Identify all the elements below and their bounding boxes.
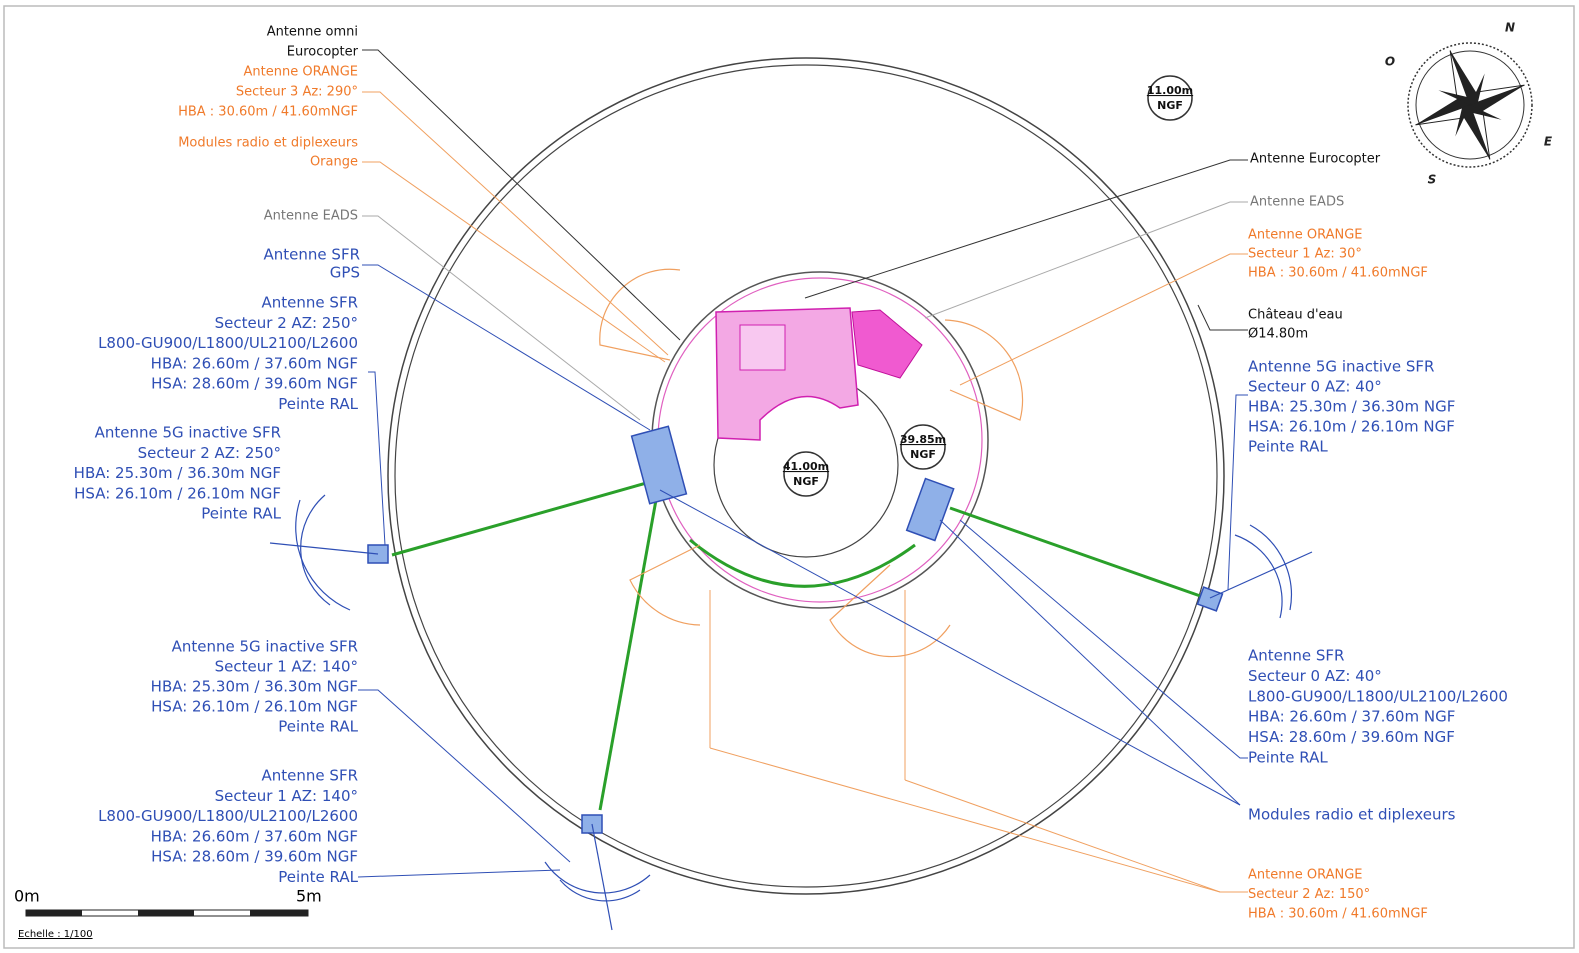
callout-text: HBA: 26.60m / 37.60m NGF bbox=[151, 827, 358, 845]
scale-caption: Echelle : 1/100 bbox=[18, 929, 93, 940]
compass-rose bbox=[1396, 31, 1545, 180]
callout-text: Ø14.80m bbox=[1248, 327, 1308, 342]
callout-text: Secteur 1 AZ: 140° bbox=[215, 787, 358, 805]
callout-text: Peinte RAL bbox=[278, 718, 358, 736]
callout-text: Orange bbox=[310, 155, 358, 170]
callout-text: L800-GU900/L1800/UL2100/L2600 bbox=[98, 807, 358, 825]
callout-text: Antenne EADS bbox=[264, 209, 358, 224]
antenna-sectors bbox=[270, 495, 1312, 930]
callout-text: HSA: 26.10m / 26.10m NGF bbox=[151, 698, 358, 716]
scale-end: 5m bbox=[296, 887, 322, 906]
compass-letter: S bbox=[1428, 173, 1437, 187]
room-box bbox=[740, 325, 785, 370]
callout-text: HBA : 30.60m / 41.60mNGF bbox=[178, 105, 358, 120]
level-unit: NGF bbox=[910, 448, 936, 461]
callout-text: HBA: 26.60m / 37.60m NGF bbox=[1248, 708, 1455, 726]
callout-text: Antenne 5G inactive SFR bbox=[172, 638, 358, 656]
callout-text: Secteur 1 AZ: 140° bbox=[215, 658, 358, 676]
callout-text: HBA: 25.30m / 36.30m NGF bbox=[1248, 398, 1455, 416]
callout-text: GPS bbox=[330, 264, 360, 282]
callout-text: Secteur 2 AZ: 250° bbox=[138, 444, 281, 462]
stairs bbox=[852, 310, 922, 378]
callout-text: HBA : 30.60m / 41.60mNGF bbox=[1248, 907, 1428, 922]
callout-text: HBA: 26.60m / 37.60m NGF bbox=[151, 354, 358, 372]
callout-text: Peinte RAL bbox=[1248, 438, 1328, 456]
callout-text: Eurocopter bbox=[287, 45, 359, 60]
callout-text: Secteur 2 AZ: 250° bbox=[215, 314, 358, 332]
callout-text: L800-GU900/L1800/UL2100/L2600 bbox=[98, 334, 358, 352]
callout-text: Antenne SFR bbox=[262, 767, 358, 785]
compass-letter: N bbox=[1505, 21, 1515, 35]
callout-text: HSA: 26.10m / 26.10m NGF bbox=[1248, 418, 1455, 436]
callout-text: Antenne ORANGE bbox=[1248, 868, 1362, 883]
callout-text: HSA: 28.60m / 39.60m NGF bbox=[1248, 728, 1455, 746]
callout-text: Secteur 1 Az: 30° bbox=[1248, 247, 1362, 262]
callout-text: Château d'eau bbox=[1248, 308, 1343, 323]
callout-text: HBA: 25.30m / 36.30m NGF bbox=[151, 678, 358, 696]
callout-text: HSA: 28.60m / 39.60m NGF bbox=[151, 375, 358, 393]
cables bbox=[392, 482, 1206, 810]
callout-text: Antenne ORANGE bbox=[1248, 228, 1362, 243]
callout-text: HSA: 26.10m / 26.10m NGF bbox=[74, 484, 281, 502]
callout-text: Peinte RAL bbox=[278, 395, 358, 413]
scale-start: 0m bbox=[14, 887, 40, 906]
site-plan: 11.00m NGF 41.00m NGF 39.85m NGF Antenne omni… bbox=[0, 0, 1579, 953]
callout-text: L800-GU900/L1800/UL2100/L2600 bbox=[1248, 687, 1508, 705]
callout-text: Antenne SFR bbox=[264, 246, 360, 264]
callout-text: Secteur 0 AZ: 40° bbox=[1248, 378, 1382, 396]
level-value: 41.00m bbox=[783, 460, 829, 473]
callout-text: HBA : 30.60m / 41.60mNGF bbox=[1248, 266, 1428, 281]
callout-text: Peinte RAL bbox=[1248, 749, 1328, 767]
callout-text: Antenne EADS bbox=[1250, 195, 1344, 210]
level-value: 11.00m bbox=[1147, 84, 1193, 97]
level-value: 39.85m bbox=[900, 433, 946, 446]
scale-bar bbox=[26, 910, 308, 916]
callout-text: Antenne SFR bbox=[262, 294, 358, 312]
level-unit: NGF bbox=[793, 475, 819, 488]
compass-letter: E bbox=[1544, 135, 1553, 149]
level-unit: NGF bbox=[1157, 99, 1183, 112]
callout-text: Antenne SFR bbox=[1248, 647, 1344, 665]
callout-text: Secteur 3 Az: 290° bbox=[236, 85, 358, 100]
callout-text: Modules radio et diplexeurs bbox=[178, 136, 358, 151]
callout-text: Antenne 5G inactive SFR bbox=[1248, 358, 1434, 376]
callout-text: Secteur 2 Az: 150° bbox=[1248, 887, 1370, 902]
callout-text: HBA: 25.30m / 36.30m NGF bbox=[74, 464, 281, 482]
callout-text: Peinte RAL bbox=[278, 868, 358, 886]
callout-text: Secteur 0 AZ: 40° bbox=[1248, 667, 1382, 685]
callout-text: Antenne ORANGE bbox=[244, 65, 358, 80]
callout-text: Antenne Eurocopter bbox=[1250, 152, 1381, 167]
callout-text: Antenne 5G inactive SFR bbox=[95, 424, 281, 442]
callout-text: Modules radio et diplexeurs bbox=[1248, 806, 1456, 824]
technical-room bbox=[716, 308, 858, 440]
compass-letter: O bbox=[1385, 55, 1395, 69]
callout-text: Peinte RAL bbox=[201, 505, 281, 523]
callout-text: HSA: 28.60m / 39.60m NGF bbox=[151, 848, 358, 866]
callout-text: Antenne omni bbox=[267, 25, 358, 40]
